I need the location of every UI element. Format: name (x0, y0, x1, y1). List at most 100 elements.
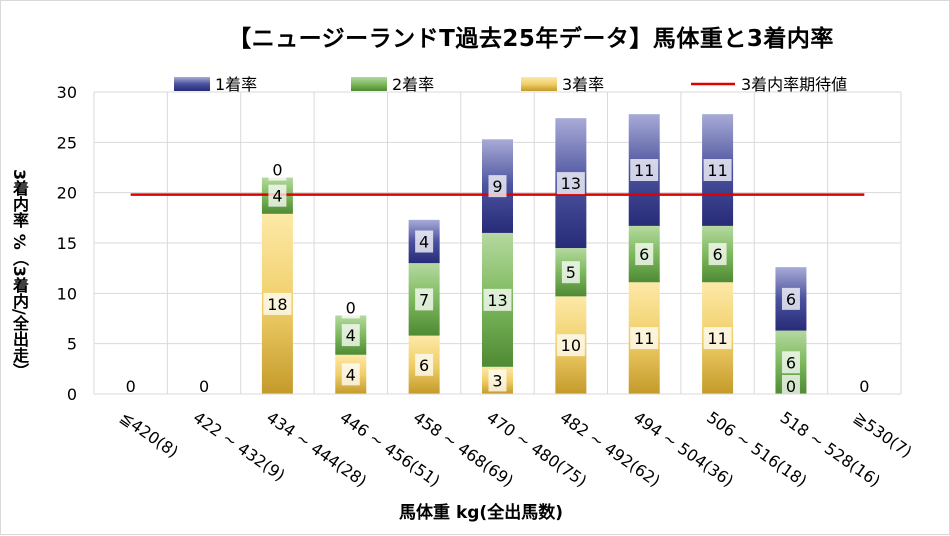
data-label: 13 (483, 288, 512, 311)
data-label-bg (268, 184, 287, 207)
data-label-bg (341, 296, 360, 319)
data-label: 18 (263, 292, 292, 315)
data-label-text: 0 (199, 377, 209, 396)
data-label-text: 0 (346, 298, 356, 317)
data-label-bg (488, 175, 507, 198)
data-label: 0 (121, 375, 140, 397)
data-label: 11 (630, 159, 659, 182)
data-label-bg (488, 369, 507, 392)
data-label: 6 (781, 351, 800, 374)
data-label: 6 (415, 353, 434, 376)
y-tick-label: 0 (67, 385, 77, 404)
data-label-text: 9 (492, 177, 502, 196)
data-labels-layer: 0 0 18 4 6 3 10 11 11 0 0 4 4 7 13 5 6 6 6 0 0 4 9 13 11 11 6 (121, 158, 874, 397)
legend-swatch (174, 77, 210, 91)
data-label-text: 0 (786, 377, 796, 396)
data-label-bg (703, 159, 732, 182)
data-label: 3 (488, 369, 507, 392)
data-label-text: 0 (272, 161, 282, 180)
data-label: 10 (556, 334, 585, 357)
data-label-bg (415, 353, 434, 376)
data-label-bg (635, 243, 654, 266)
y-tick-label: 30 (57, 83, 77, 102)
data-label: 6 (635, 243, 654, 266)
data-label-bg (781, 375, 800, 397)
data-label-text: 0 (859, 377, 869, 396)
legend-label: 1着率 (215, 75, 257, 94)
legend-swatch (351, 77, 387, 91)
y-tick-label: 10 (57, 284, 77, 303)
data-label-text: 4 (419, 232, 429, 251)
data-label-bg (121, 375, 140, 397)
data-label: 4 (341, 363, 360, 386)
legend: 1着率 2着率 3着率 3着内率期待値 (174, 75, 847, 94)
data-label-bg (195, 375, 214, 397)
data-label-text: 11 (707, 161, 727, 180)
data-label-text: 4 (346, 365, 356, 384)
data-label-bg (703, 327, 732, 350)
data-label-text: 11 (634, 161, 654, 180)
data-label: 13 (556, 172, 585, 195)
legend-item: 2着率 (351, 75, 434, 94)
data-label-text: 6 (419, 356, 429, 375)
data-label-text: 6 (639, 245, 649, 264)
data-label-bg (708, 243, 727, 266)
legend-item: 1着率 (174, 75, 257, 94)
data-label: 11 (703, 327, 732, 350)
data-label: 9 (488, 175, 507, 198)
data-label: 5 (561, 261, 580, 284)
legend-label: 3着内率期待値 (741, 75, 847, 94)
data-label: 0 (341, 296, 360, 319)
legend-item: 3着率 (521, 75, 604, 94)
x-axis-title: 馬体重 kg(全出馬数) (399, 503, 563, 523)
legend-swatch (521, 77, 557, 91)
data-label-bg (268, 158, 287, 181)
data-label-bg (781, 351, 800, 374)
data-label-text: 13 (487, 291, 507, 310)
data-label-text: 7 (419, 290, 429, 309)
data-label-bg (630, 159, 659, 182)
data-label-bg (341, 363, 360, 386)
legend-label: 2着率 (392, 75, 434, 94)
y-tick-label: 15 (57, 234, 77, 253)
data-label-text: 6 (712, 245, 722, 264)
data-label: 7 (415, 288, 434, 311)
data-label-text: 13 (561, 174, 581, 193)
data-label-text: 4 (346, 326, 356, 345)
data-label: 4 (268, 184, 287, 207)
data-label: 0 (855, 375, 874, 397)
data-label-bg (415, 288, 434, 311)
data-label-text: 5 (566, 263, 576, 282)
y-axis-title: 3着内率 %（3着内/全出走） (10, 169, 29, 379)
data-label-text: 11 (634, 329, 654, 348)
data-label-bg (263, 292, 292, 315)
grid-layer (93, 91, 902, 395)
data-label-bg (556, 172, 585, 195)
data-label-bg (483, 288, 512, 311)
data-label: 6 (708, 243, 727, 266)
data-label-bg (556, 334, 585, 357)
y-tick-label: 20 (57, 184, 77, 203)
data-label-text: 6 (786, 353, 796, 372)
legend-label: 3着率 (562, 75, 604, 94)
data-label: 4 (415, 230, 434, 253)
data-label-bg (561, 261, 580, 284)
data-label-bg (781, 287, 800, 310)
data-label-text: 0 (126, 377, 136, 396)
data-label-text: 11 (707, 329, 727, 348)
x-tick-label: ≧530(7) (850, 408, 915, 462)
y-tick-label: 5 (67, 335, 77, 354)
data-label: 4 (341, 324, 360, 347)
data-label: 0 (781, 375, 800, 397)
y-tick-label: 25 (57, 133, 77, 152)
data-label: 11 (703, 159, 732, 182)
data-label-bg (855, 375, 874, 397)
data-label-text: 6 (786, 290, 796, 309)
data-label-text: 4 (272, 187, 282, 206)
data-label-text: 18 (267, 295, 287, 314)
data-label-bg (630, 327, 659, 350)
chart-title: 【ニュージーランドT過去25年データ】馬体重と3着内率 (228, 26, 834, 52)
data-label: 0 (268, 158, 287, 181)
